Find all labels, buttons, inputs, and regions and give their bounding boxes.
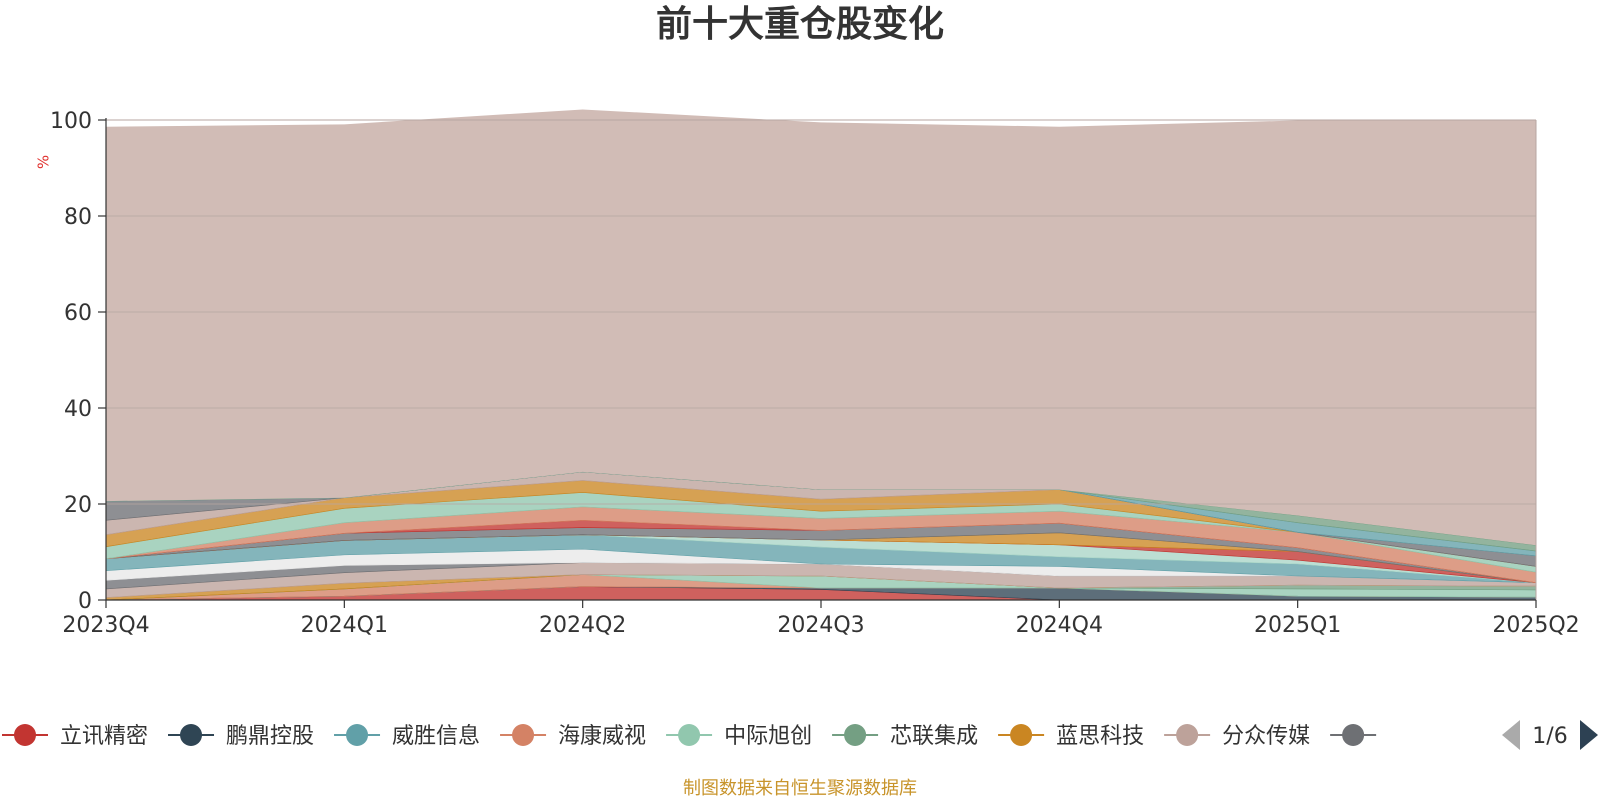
y-axis-unit-label: % [35, 155, 53, 169]
legend-item-6[interactable]: 蓝思科技 [998, 724, 1144, 749]
x-tick-label-2: 2024Q2 [539, 613, 626, 638]
y-tick-label-1: 20 [64, 493, 92, 518]
x-tick-label-4: 2024Q4 [1016, 613, 1103, 638]
y-tick-label-5: 100 [50, 109, 92, 134]
legend-label-5: 芯联集成 [890, 724, 978, 749]
legend-item-7[interactable]: 分众传媒 [1164, 724, 1310, 749]
legend-label-1: 鹏鼎控股 [226, 724, 314, 749]
legend-marker-4 [678, 724, 701, 746]
legend-page-indicator: 1/6 [1532, 724, 1567, 749]
triangle-left-icon[interactable] [1502, 720, 1520, 750]
legend-marker-1 [180, 724, 203, 746]
chart-title: 前十大重仓股变化 [655, 4, 944, 45]
legend-marker-2 [346, 724, 369, 746]
area-series-group [105, 109, 1537, 601]
legend-label-7: 分众传媒 [1222, 724, 1310, 749]
legend-item-0[interactable]: 立讯精密 [2, 724, 148, 749]
triangle-right-icon[interactable] [1580, 720, 1598, 750]
source-note: 制图数据来自恒生聚源数据库 [683, 778, 917, 799]
legend-label-3: 海康威视 [558, 724, 646, 749]
x-tick-label-6: 2025Q2 [1492, 613, 1579, 638]
y-tick-label-4: 80 [64, 205, 92, 230]
x-tick-label-3: 2024Q3 [777, 613, 864, 638]
legend-item-3[interactable]: 海康威视 [500, 724, 646, 749]
y-tick-label-3: 60 [64, 301, 92, 326]
legend-item-2[interactable]: 威胜信息 [334, 724, 480, 749]
legend-marker-7 [1176, 724, 1199, 746]
x-tick-label-5: 2025Q1 [1254, 613, 1341, 638]
legend: 立讯精密 鹏鼎控股 威胜信息 海康威视 中际旭创 芯联集成 蓝思科技 分众传媒 [2, 724, 1377, 749]
legend-label-6: 蓝思科技 [1056, 724, 1144, 749]
legend-marker-overflow [1342, 724, 1365, 746]
legend-marker-5 [844, 724, 867, 746]
legend-item-overflow[interactable] [1330, 724, 1377, 746]
legend-marker-0 [14, 724, 36, 746]
legend-item-5[interactable]: 芯联集成 [832, 724, 978, 749]
legend-label-4: 中际旭创 [724, 724, 812, 749]
y-tick-label-2: 40 [64, 397, 92, 422]
legend-item-4[interactable]: 中际旭创 [666, 724, 812, 749]
legend-marker-3 [512, 724, 535, 746]
y-tick-label-0: 0 [78, 589, 92, 614]
x-tick-label-0: 2023Q4 [62, 613, 149, 638]
legend-marker-6 [1010, 724, 1033, 746]
legend-item-1[interactable]: 鹏鼎控股 [168, 724, 314, 749]
legend-label-2: 威胜信息 [392, 724, 480, 749]
legend-label-0: 立讯精密 [60, 724, 148, 749]
x-tick-label-1: 2024Q1 [301, 613, 388, 638]
area-series-23 [106, 109, 1536, 546]
